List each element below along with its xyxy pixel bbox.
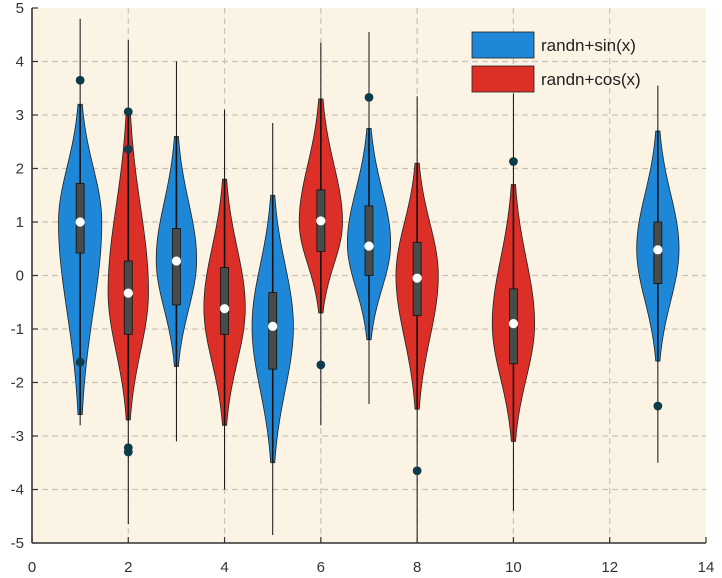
x-tick-label: 8 bbox=[413, 559, 421, 576]
violin-median-point bbox=[171, 256, 182, 266]
violin-median-point bbox=[268, 321, 278, 331]
violin-iqr-box bbox=[172, 228, 181, 306]
violin-median-point bbox=[412, 273, 422, 283]
x-tick-label: 0 bbox=[28, 559, 36, 576]
violin-iqr-box bbox=[364, 205, 374, 276]
violin-median-point bbox=[75, 217, 85, 227]
violin-outlier-point bbox=[364, 92, 374, 102]
violin-median-point bbox=[316, 216, 326, 226]
y-tick-label: 4 bbox=[16, 54, 24, 71]
y-tick-label: -3 bbox=[11, 428, 24, 445]
legend-label-cos: randn+cos(x) bbox=[541, 70, 641, 89]
violin-median-point bbox=[123, 288, 133, 298]
violin-outlier-point bbox=[123, 107, 133, 117]
y-tick-label: -4 bbox=[11, 482, 24, 499]
legend: randn+sin(x) randn+cos(x) bbox=[471, 31, 641, 93]
violin-iqr-box bbox=[220, 267, 229, 335]
violin-outlier-point bbox=[653, 401, 663, 411]
y-tick-label: -1 bbox=[11, 321, 24, 338]
violin-outlier-point bbox=[75, 357, 85, 367]
x-tick-label: 6 bbox=[317, 559, 325, 576]
y-tick-label: 0 bbox=[16, 268, 24, 285]
violins bbox=[58, 18, 680, 541]
y-tick-label: -2 bbox=[11, 375, 24, 392]
legend-label-sin: randn+sin(x) bbox=[541, 36, 636, 55]
y-tick-label: 3 bbox=[16, 107, 24, 124]
x-tick-label: 14 bbox=[698, 559, 715, 576]
violin-median-point bbox=[653, 245, 663, 255]
x-tick-label: 10 bbox=[505, 559, 522, 576]
violin-outlier-point bbox=[509, 157, 518, 166]
y-tick-label: -5 bbox=[11, 535, 24, 552]
violin-median-point bbox=[364, 241, 374, 251]
legend-swatch-sin bbox=[471, 31, 535, 59]
legend-swatch-cos bbox=[471, 65, 535, 93]
y-tick-label: 2 bbox=[16, 161, 24, 178]
violin-outlier-point bbox=[316, 360, 326, 370]
y-tick-label: 5 bbox=[16, 0, 24, 17]
violin-outlier-point bbox=[412, 466, 422, 476]
violin-outlier-point bbox=[123, 144, 133, 154]
violin-median-point bbox=[508, 319, 519, 329]
violin-median-point bbox=[219, 304, 230, 314]
x-tick-label: 2 bbox=[124, 559, 132, 576]
x-tick-label: 4 bbox=[220, 559, 228, 576]
y-tick-label: 1 bbox=[16, 214, 24, 231]
violin-outlier-point bbox=[75, 75, 85, 85]
violin-outlier-point bbox=[123, 447, 133, 457]
x-tick-label: 12 bbox=[601, 559, 618, 576]
